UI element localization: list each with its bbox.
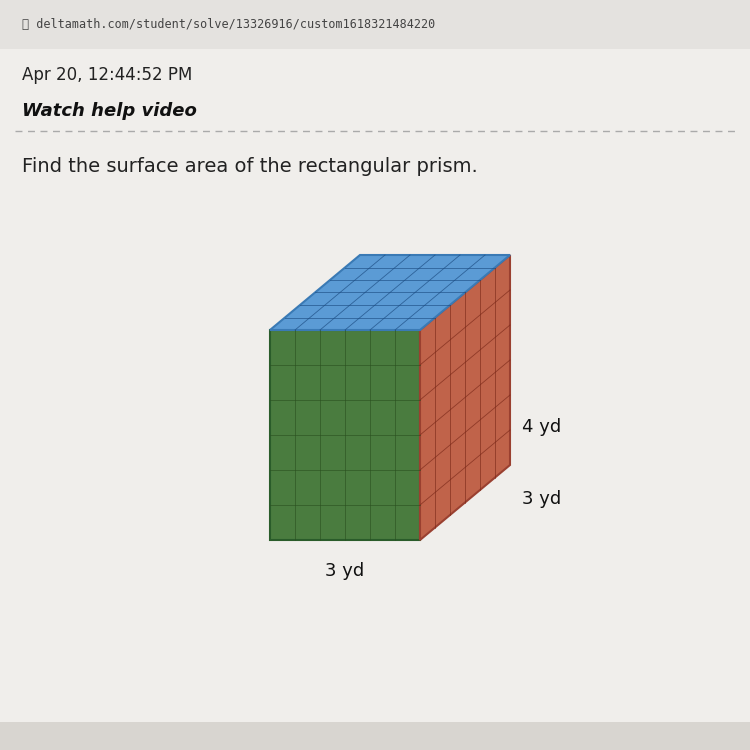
- Polygon shape: [420, 255, 510, 540]
- Polygon shape: [270, 255, 510, 330]
- FancyBboxPatch shape: [0, 722, 750, 750]
- Text: Find the surface area of the rectangular prism.: Find the surface area of the rectangular…: [22, 157, 478, 176]
- Text: 🔒 deltamath.com/student/solve/13326916/custom1618321484220: 🔒 deltamath.com/student/solve/13326916/c…: [22, 18, 436, 32]
- FancyBboxPatch shape: [0, 0, 750, 49]
- Polygon shape: [270, 330, 420, 540]
- Text: Watch help video: Watch help video: [22, 102, 197, 120]
- Text: Apr 20, 12:44:52 PM: Apr 20, 12:44:52 PM: [22, 66, 193, 84]
- Text: 3 yd: 3 yd: [522, 490, 561, 508]
- Text: 4 yd: 4 yd: [522, 419, 561, 436]
- Text: 3 yd: 3 yd: [326, 562, 364, 580]
